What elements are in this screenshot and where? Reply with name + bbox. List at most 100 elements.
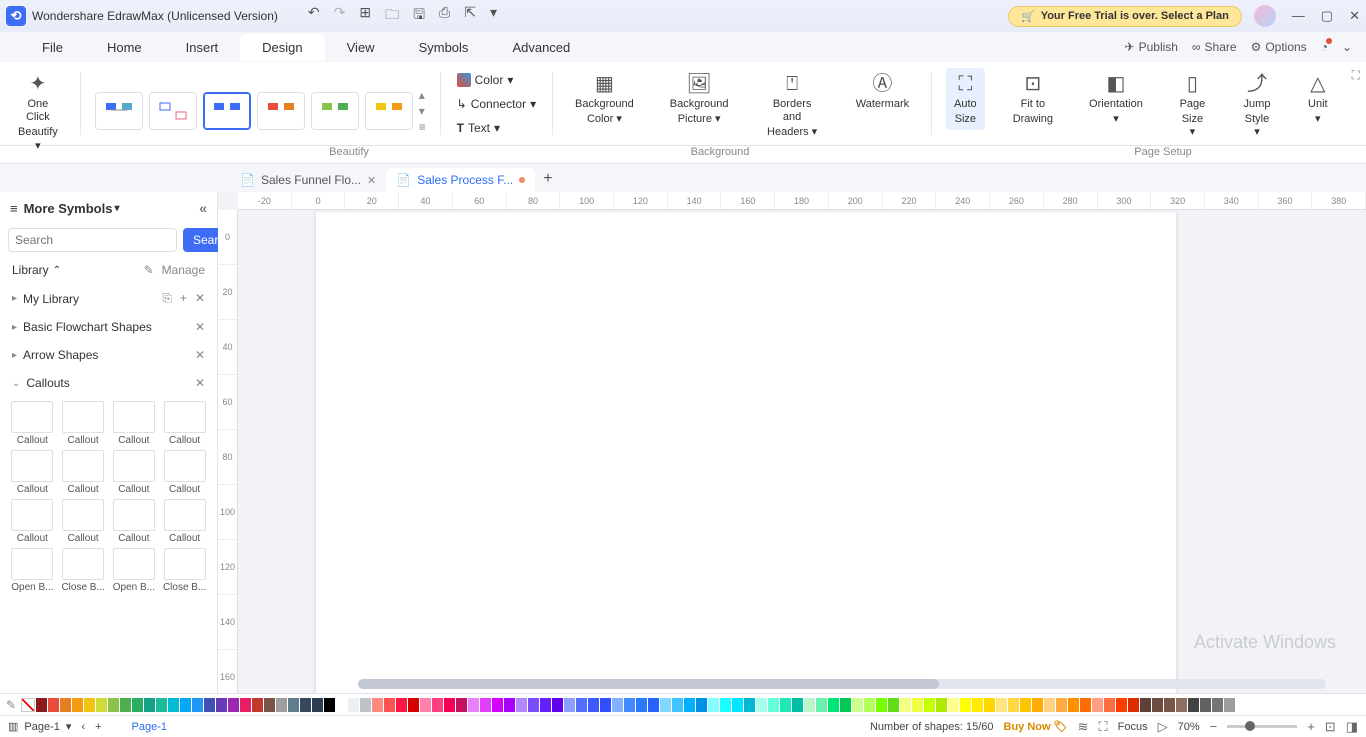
gallery-item[interactable]: Open B... (8, 548, 57, 593)
color-swatch[interactable] (564, 698, 575, 712)
color-swatch[interactable] (120, 698, 131, 712)
color-swatch[interactable] (228, 698, 239, 712)
color-swatch[interactable] (888, 698, 899, 712)
trial-banner[interactable]: 🛒 Your Free Trial is over. Select a Plan (1008, 6, 1242, 27)
unit-button[interactable]: △Unit▾ (1300, 68, 1336, 130)
color-menu[interactable]: Color ▾ (455, 70, 516, 90)
search-input[interactable] (8, 228, 177, 252)
flowchart-canvas[interactable]: PickProduceSales Invoice Process Flowcha… (238, 210, 538, 360)
menu-design[interactable]: Design (240, 34, 324, 61)
background-color-button[interactable]: ▦BackgroundColor ▾ (567, 68, 642, 130)
import-icon[interactable]: ⎘ (162, 291, 172, 306)
color-swatch[interactable] (600, 698, 611, 712)
color-swatch[interactable] (840, 698, 851, 712)
color-swatch[interactable] (540, 698, 551, 712)
color-swatch[interactable] (1188, 698, 1199, 712)
gallery-item[interactable]: Callout (8, 499, 57, 544)
color-swatch[interactable] (1176, 698, 1187, 712)
horizontal-scrollbar[interactable] (358, 679, 1326, 689)
color-swatch[interactable] (1104, 698, 1115, 712)
theme-2[interactable] (149, 92, 197, 130)
menu-symbols[interactable]: Symbols (397, 34, 491, 61)
no-fill-swatch[interactable] (21, 698, 35, 712)
color-swatch[interactable] (1200, 698, 1211, 712)
buy-now-link[interactable]: Buy Now 🏷 (1004, 720, 1068, 733)
color-swatch[interactable] (672, 698, 683, 712)
color-swatch[interactable] (528, 698, 539, 712)
theme-scroll[interactable]: ▴▾≡ (419, 88, 426, 134)
color-swatch[interactable] (204, 698, 215, 712)
gallery-item[interactable]: Callout (59, 401, 108, 446)
color-swatch[interactable] (780, 698, 791, 712)
orientation-button[interactable]: ◧Orientation▾ (1081, 68, 1151, 130)
text-menu[interactable]: TText ▾ (455, 118, 502, 138)
color-swatch[interactable] (420, 698, 431, 712)
eyedropper-icon[interactable]: ✎ (6, 698, 16, 712)
color-swatch[interactable] (132, 698, 143, 712)
borders-headers-button[interactable]: ⍞Borders andHeaders ▾ (756, 68, 827, 144)
color-swatch[interactable] (444, 698, 455, 712)
scrollbar-thumb[interactable] (358, 679, 939, 689)
color-swatch[interactable] (984, 698, 995, 712)
color-swatch[interactable] (336, 698, 347, 712)
color-swatch[interactable] (636, 698, 647, 712)
color-swatch[interactable] (552, 698, 563, 712)
color-swatch[interactable] (360, 698, 371, 712)
open-icon[interactable]: 🗀 (385, 4, 399, 28)
color-swatch[interactable] (708, 698, 719, 712)
page-size-button[interactable]: ▯PageSize ▾ (1171, 68, 1214, 144)
color-swatch[interactable] (612, 698, 623, 712)
zoom-in-icon[interactable]: + (1307, 719, 1315, 734)
watermark-button[interactable]: ⒶWatermark (848, 68, 917, 115)
menu-insert[interactable]: Insert (164, 34, 241, 61)
color-swatch[interactable] (60, 698, 71, 712)
color-swatch[interactable] (276, 698, 287, 712)
color-swatch[interactable] (108, 698, 119, 712)
theme-1[interactable] (95, 92, 143, 130)
color-swatch[interactable] (912, 698, 923, 712)
notifications-icon[interactable]: ◔ (1321, 40, 1328, 54)
color-swatch[interactable] (1128, 698, 1139, 712)
section-my-library[interactable]: ▸My Library⎘+✕ (0, 284, 217, 313)
color-swatch[interactable] (384, 698, 395, 712)
prev-page-icon[interactable]: ‹ (81, 721, 85, 733)
color-swatch[interactable] (84, 698, 95, 712)
library-row[interactable]: Library ⌃ ✎Manage (0, 256, 217, 284)
color-swatch[interactable] (852, 698, 863, 712)
color-swatch[interactable] (900, 698, 911, 712)
ribbon-expand-icon[interactable]: ⛶ (1346, 62, 1366, 145)
color-swatch[interactable] (816, 698, 827, 712)
edit-icon[interactable]: ✎ (144, 263, 154, 277)
color-swatch[interactable] (732, 698, 743, 712)
panel-toggle-icon[interactable]: ◨ (1346, 719, 1358, 735)
color-swatch[interactable] (264, 698, 275, 712)
user-avatar[interactable] (1254, 5, 1276, 27)
color-swatch[interactable] (192, 698, 203, 712)
color-swatch[interactable] (792, 698, 803, 712)
layers-icon[interactable]: ≋ (1078, 719, 1089, 735)
page-tab[interactable]: Page-1 (132, 721, 167, 733)
color-swatch[interactable] (456, 698, 467, 712)
color-swatch[interactable] (1020, 698, 1031, 712)
minimize-icon[interactable]: — (1292, 8, 1305, 24)
color-swatch[interactable] (1008, 698, 1019, 712)
theme-6[interactable] (365, 92, 413, 130)
color-swatch[interactable] (36, 698, 47, 712)
remove-icon[interactable]: ✕ (195, 348, 205, 362)
focus-button[interactable]: Focus (1118, 721, 1148, 733)
add-tab-button[interactable]: + (535, 166, 560, 192)
document-tab[interactable]: 📄 Sales Process F... (386, 168, 535, 192)
collapse-panel-icon[interactable]: « (199, 200, 207, 216)
color-swatch[interactable] (1224, 698, 1235, 712)
color-swatch[interactable] (1212, 698, 1223, 712)
color-swatch[interactable] (624, 698, 635, 712)
options-button[interactable]: ⚙Options (1251, 40, 1307, 54)
gallery-item[interactable]: Callout (160, 401, 209, 446)
share-button[interactable]: ∞Share (1192, 40, 1237, 54)
fullscreen-icon[interactable]: ⛶ (1099, 719, 1108, 735)
gallery-item[interactable]: Callout (59, 450, 108, 495)
theme-5[interactable] (311, 92, 359, 130)
save-icon[interactable]: 🖫 (413, 4, 425, 28)
canvas-area[interactable]: -200204060801001201401601802002202402602… (218, 192, 1366, 693)
color-swatch[interactable] (1080, 698, 1091, 712)
